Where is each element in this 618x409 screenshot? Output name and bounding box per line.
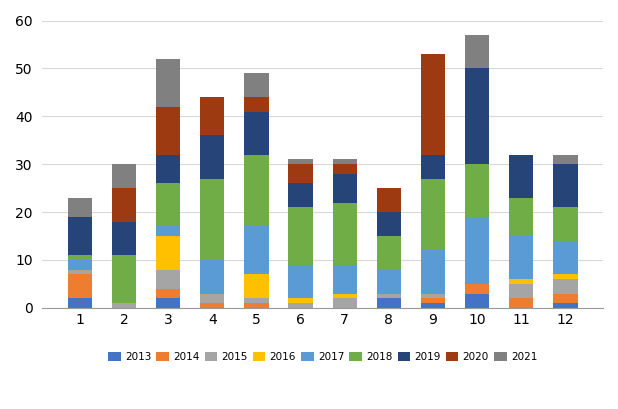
Bar [289,298,313,303]
Bar [553,207,577,241]
Bar [68,298,92,308]
Bar [553,279,577,294]
Bar [200,97,224,135]
Bar [112,222,136,255]
Bar [509,198,533,236]
Bar [421,179,445,250]
Bar [200,260,224,294]
Bar [156,270,180,289]
Bar [244,155,269,227]
Bar [68,260,92,270]
Bar [377,298,401,308]
Bar [200,179,224,260]
Bar [244,274,269,298]
Bar [112,303,136,308]
Bar [465,284,489,294]
Bar [244,97,269,112]
Bar [156,227,180,236]
Bar [465,35,489,68]
Bar [68,270,92,274]
Bar [68,198,92,217]
Bar [377,236,401,270]
Bar [112,255,136,303]
Bar [156,298,180,308]
Bar [465,294,489,308]
Bar [465,68,489,164]
Bar [377,270,401,294]
Bar [156,289,180,298]
Bar [553,303,577,308]
Bar [68,274,92,298]
Bar [553,164,577,207]
Bar [553,274,577,279]
Bar [112,164,136,188]
Bar [332,202,357,265]
Bar [332,265,357,294]
Bar [509,155,533,198]
Bar [68,255,92,260]
Bar [553,241,577,274]
Bar [156,59,180,107]
Bar [509,279,533,284]
Bar [289,160,313,164]
Bar [332,298,357,308]
Bar [332,160,357,164]
Bar [156,107,180,155]
Bar [509,298,533,308]
Bar [332,174,357,202]
Legend: 2013, 2014, 2015, 2016, 2017, 2018, 2019, 2020, 2021: 2013, 2014, 2015, 2016, 2017, 2018, 2019… [104,348,541,366]
Bar [509,236,533,279]
Bar [289,265,313,298]
Bar [421,303,445,308]
Bar [289,303,313,308]
Bar [156,155,180,183]
Bar [244,112,269,155]
Bar [156,236,180,270]
Bar [377,212,401,236]
Bar [465,217,489,284]
Bar [553,294,577,303]
Bar [421,155,445,179]
Bar [421,298,445,303]
Bar [200,294,224,303]
Bar [421,250,445,294]
Bar [244,298,269,303]
Bar [68,217,92,255]
Bar [244,303,269,308]
Bar [200,303,224,308]
Bar [112,188,136,222]
Bar [332,294,357,298]
Bar [332,164,357,174]
Bar [377,188,401,212]
Bar [465,164,489,217]
Bar [244,73,269,97]
Bar [156,183,180,227]
Bar [377,294,401,298]
Bar [200,135,224,179]
Bar [421,294,445,298]
Bar [553,155,577,164]
Bar [509,284,533,298]
Bar [289,183,313,207]
Bar [289,164,313,183]
Bar [289,207,313,265]
Bar [244,227,269,274]
Bar [421,54,445,155]
